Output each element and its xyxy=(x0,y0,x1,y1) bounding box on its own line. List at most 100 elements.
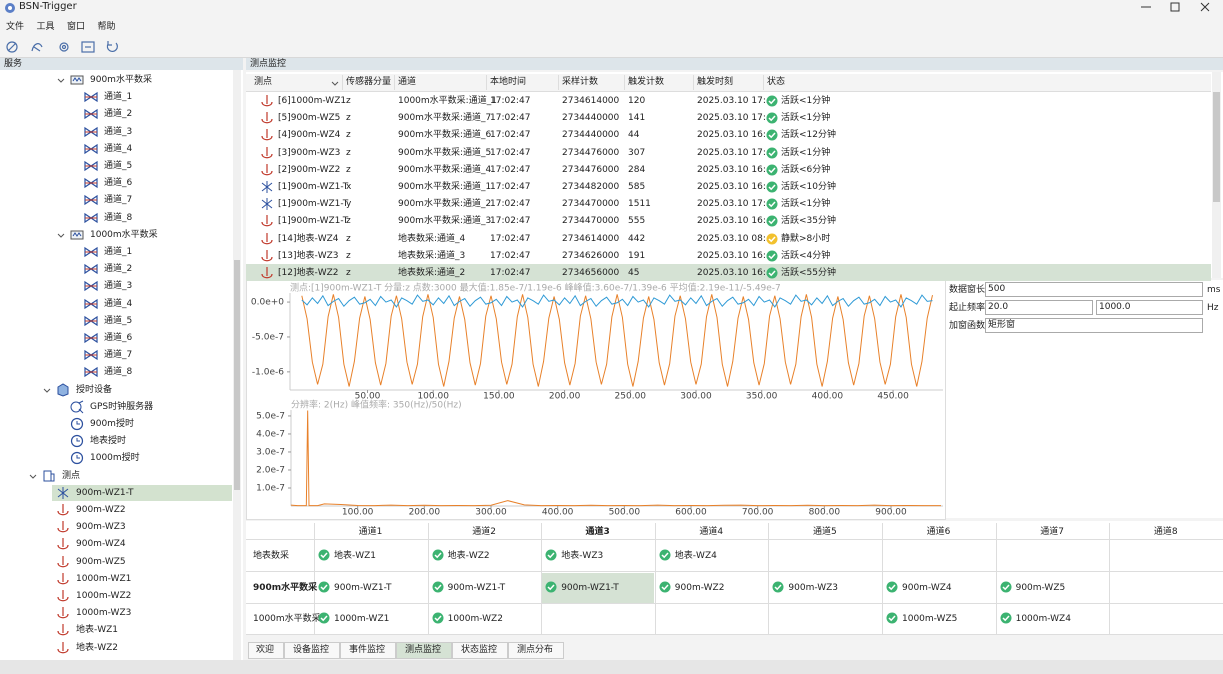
tree-group[interactable]: 测点 xyxy=(62,470,80,482)
tree-item[interactable]: 通道_7 xyxy=(104,349,132,361)
table-cell[interactable]: 地表数采:通道_3 xyxy=(398,250,465,262)
grid-cell[interactable]: 900m-WZ2 xyxy=(675,582,725,594)
table-cell[interactable]: 17:02:47 xyxy=(490,267,530,279)
table-cell[interactable]: z xyxy=(346,250,351,262)
grid-column-header[interactable]: 通道2 xyxy=(428,526,541,538)
tab-label[interactable]: 状态监控 xyxy=(452,644,506,656)
table-cell[interactable]: [1]900m-WZ1-T xyxy=(278,198,348,210)
setting-value[interactable]: 20.0 xyxy=(988,301,1008,313)
grid-column-header[interactable]: 通道5 xyxy=(768,526,881,538)
tree-item[interactable]: 地表授时 xyxy=(90,435,126,447)
menu-item[interactable]: 文件 xyxy=(6,21,24,33)
tree-item[interactable]: 通道_3 xyxy=(104,126,132,138)
table-cell[interactable]: 2734656000 xyxy=(562,267,619,279)
table-cell[interactable]: 1511 xyxy=(628,198,651,210)
table-cell[interactable]: 555 xyxy=(628,215,645,227)
grid-column-header[interactable]: 通道7 xyxy=(996,526,1109,538)
grid-cell[interactable]: 900m-WZ3 xyxy=(788,582,838,594)
tree-item[interactable]: 通道_6 xyxy=(104,332,132,344)
table-cell[interactable]: 2025.03.10 16:... xyxy=(697,250,774,262)
tree-item[interactable]: 通道_6 xyxy=(104,177,132,189)
table-cell[interactable]: z xyxy=(346,164,351,176)
table-cell[interactable]: 静默>8小时 xyxy=(781,233,830,245)
table-cell[interactable]: 2025.03.10 17:... xyxy=(697,147,774,159)
tree-item[interactable]: 通道_5 xyxy=(104,315,132,327)
table-cell[interactable]: z xyxy=(346,112,351,124)
tab-label[interactable]: 测点监控 xyxy=(396,644,450,656)
table-cell[interactable]: 45 xyxy=(628,267,639,279)
grid-cell[interactable]: 900m-WZ5 xyxy=(1016,582,1066,594)
tree-item[interactable]: 通道_4 xyxy=(104,298,132,310)
table-cell[interactable]: 120 xyxy=(628,95,645,107)
tree-item[interactable]: 1000m-WZ3 xyxy=(76,607,131,619)
tree-item[interactable]: 通道_2 xyxy=(104,263,132,275)
table-cell[interactable]: 17:02:47 xyxy=(490,95,530,107)
table-cell[interactable]: 活跃<1分钟 xyxy=(781,147,830,159)
table-cell[interactable]: 44 xyxy=(628,129,639,141)
table-cell[interactable]: 2025.03.10 16:... xyxy=(697,164,774,176)
table-cell[interactable]: 900m水平数采:通道_1 xyxy=(398,181,491,193)
table-cell[interactable]: 2734440000 xyxy=(562,129,619,141)
table-cell[interactable]: 17:02:47 xyxy=(490,112,530,124)
table-cell[interactable]: 17:02:47 xyxy=(490,198,530,210)
tree-item[interactable]: 通道_8 xyxy=(104,212,132,224)
tree-item[interactable]: 900m-WZ5 xyxy=(76,556,126,568)
table-cell[interactable]: 17:02:47 xyxy=(490,250,530,262)
tab-label[interactable]: 事件监控 xyxy=(340,644,394,656)
grid-column-header[interactable]: 通道1 xyxy=(314,526,427,538)
table-cell[interactable]: 141 xyxy=(628,112,645,124)
table-cell[interactable]: 2734626000 xyxy=(562,250,619,262)
toolbar[interactable] xyxy=(4,38,124,56)
table-cell[interactable]: 442 xyxy=(628,233,645,245)
tree-item[interactable]: 通道_7 xyxy=(104,194,132,206)
table-cell[interactable]: 2734476000 xyxy=(562,147,619,159)
tree-group[interactable]: 900m水平数采 xyxy=(90,74,152,86)
table-cell[interactable]: [2]900m-WZ2 xyxy=(278,164,340,176)
table-cell[interactable]: 活跃<35分钟 xyxy=(781,215,836,227)
table-cell[interactable]: 2734614000 xyxy=(562,233,619,245)
table-cell[interactable]: 地表数采:通道_2 xyxy=(398,267,465,279)
table-cell[interactable]: 17:02:47 xyxy=(490,215,530,227)
table-cell[interactable]: x xyxy=(346,181,351,193)
table-cell[interactable]: 17:02:47 xyxy=(490,129,530,141)
tree-item[interactable]: GPS时钟服务器 xyxy=(90,401,153,413)
table-cell[interactable]: 2734614000 xyxy=(562,95,619,107)
table-cell[interactable]: 2734482000 xyxy=(562,181,619,193)
table-cell[interactable]: 2025.03.10 16:... xyxy=(697,129,774,141)
grid-column-header[interactable]: 通道4 xyxy=(655,526,768,538)
grid-column-header[interactable]: 通道6 xyxy=(882,526,995,538)
grid-cell[interactable]: 1000m-WZ4 xyxy=(1016,613,1071,625)
grid-row-header[interactable]: 地表数采 xyxy=(253,550,289,562)
table-cell[interactable]: 1000m水平数采:通道_1 xyxy=(398,95,497,107)
table-cell[interactable]: [12]地表-WZ2 xyxy=(278,267,339,279)
grid-column-header[interactable]: 通道3 xyxy=(541,526,654,538)
table-cell[interactable]: 191 xyxy=(628,250,645,262)
table-cell[interactable]: 活跃<55分钟 xyxy=(781,267,836,279)
table-cell[interactable]: 900m水平数采:通道_3 xyxy=(398,215,491,227)
menu-item[interactable]: 帮助 xyxy=(98,21,116,33)
grid-row-header[interactable]: 900m水平数采 xyxy=(253,582,317,594)
table-cell[interactable]: 2025.03.10 16:... xyxy=(697,267,774,279)
table-cell[interactable]: 活跃<4分钟 xyxy=(781,250,830,262)
menu-item[interactable]: 窗口 xyxy=(67,21,85,33)
table-cell[interactable]: 活跃<1分钟 xyxy=(781,198,830,210)
tree-item[interactable]: 通道_3 xyxy=(104,280,132,292)
column-header[interactable]: 触发计数 xyxy=(628,76,664,88)
table-cell[interactable]: 585 xyxy=(628,181,645,193)
table-cell[interactable]: [3]900m-WZ3 xyxy=(278,147,340,159)
column-header[interactable]: 测点 xyxy=(254,76,272,88)
table-cell[interactable]: 900m水平数采:通道_7 xyxy=(398,112,491,124)
table-cell[interactable]: [4]900m-WZ4 xyxy=(278,129,340,141)
table-cell[interactable]: 2734476000 xyxy=(562,164,619,176)
grid-cell[interactable]: 1000m-WZ5 xyxy=(902,613,957,625)
table-cell[interactable]: 2734470000 xyxy=(562,215,619,227)
table-cell[interactable]: y xyxy=(346,198,351,210)
table-cell[interactable]: 17:02:47 xyxy=(490,164,530,176)
table-cell[interactable]: [1]900m-WZ1-T xyxy=(278,181,348,193)
column-header[interactable]: 采样计数 xyxy=(562,76,598,88)
setting-value[interactable]: 矩形窗 xyxy=(988,319,1015,331)
tree-item[interactable]: 通道_1 xyxy=(104,246,132,258)
tree-item[interactable]: 通道_1 xyxy=(104,91,132,103)
tree-item[interactable]: 地表-WZ2 xyxy=(76,642,118,654)
scrollbar[interactable] xyxy=(233,70,241,660)
